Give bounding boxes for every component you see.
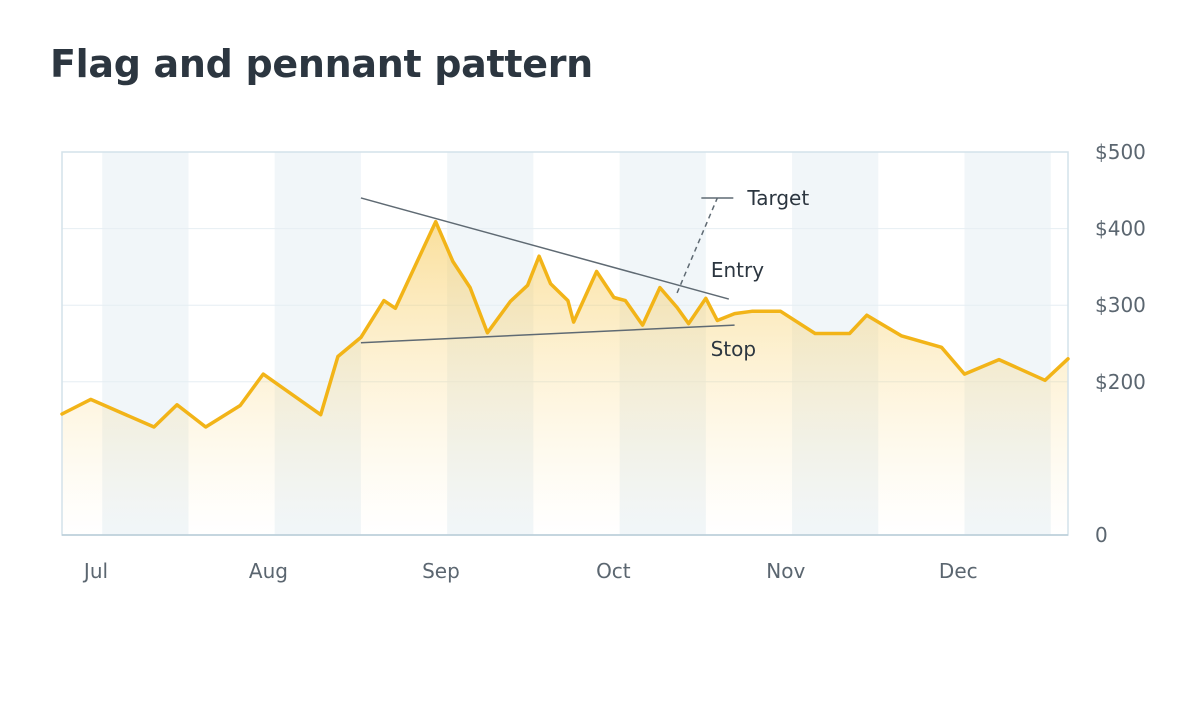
y-tick-label: $200 bbox=[1095, 370, 1146, 394]
area-fill bbox=[62, 221, 1068, 535]
y-tick-labels: 0 $200 $300 $400 $500 bbox=[1095, 140, 1146, 547]
x-tick-label: Dec bbox=[939, 559, 978, 583]
annotation-layer: Target Entry Stop bbox=[360, 186, 809, 361]
chart-title: Flag and pennant pattern bbox=[50, 42, 593, 86]
y-tick-label: $500 bbox=[1095, 140, 1146, 164]
plot-frame bbox=[61, 151, 1069, 536]
target-dashed-line bbox=[676, 197, 719, 294]
price-line bbox=[60, 219, 1070, 429]
x-tick-label: Jul bbox=[82, 559, 108, 583]
y-tick-label: $300 bbox=[1095, 293, 1146, 317]
x-tick-label: Nov bbox=[766, 559, 805, 583]
y-tick-label: $400 bbox=[1095, 217, 1146, 241]
y-tick-label: 0 bbox=[1095, 523, 1108, 547]
x-tick-label: Aug bbox=[249, 559, 288, 583]
entry-label: Entry bbox=[711, 258, 764, 282]
x-tick-label: Oct bbox=[596, 559, 631, 583]
entry-trendline bbox=[360, 197, 730, 300]
stop-label: Stop bbox=[711, 337, 756, 361]
x-tick-labels: Jul Aug Sep Oct Nov Dec bbox=[82, 559, 978, 583]
stop-trendline bbox=[360, 324, 735, 344]
x-tick-label: Sep bbox=[422, 559, 460, 583]
area-fill-layer bbox=[62, 221, 1068, 535]
target-label: Target bbox=[746, 186, 809, 210]
series-layer bbox=[60, 219, 1070, 429]
